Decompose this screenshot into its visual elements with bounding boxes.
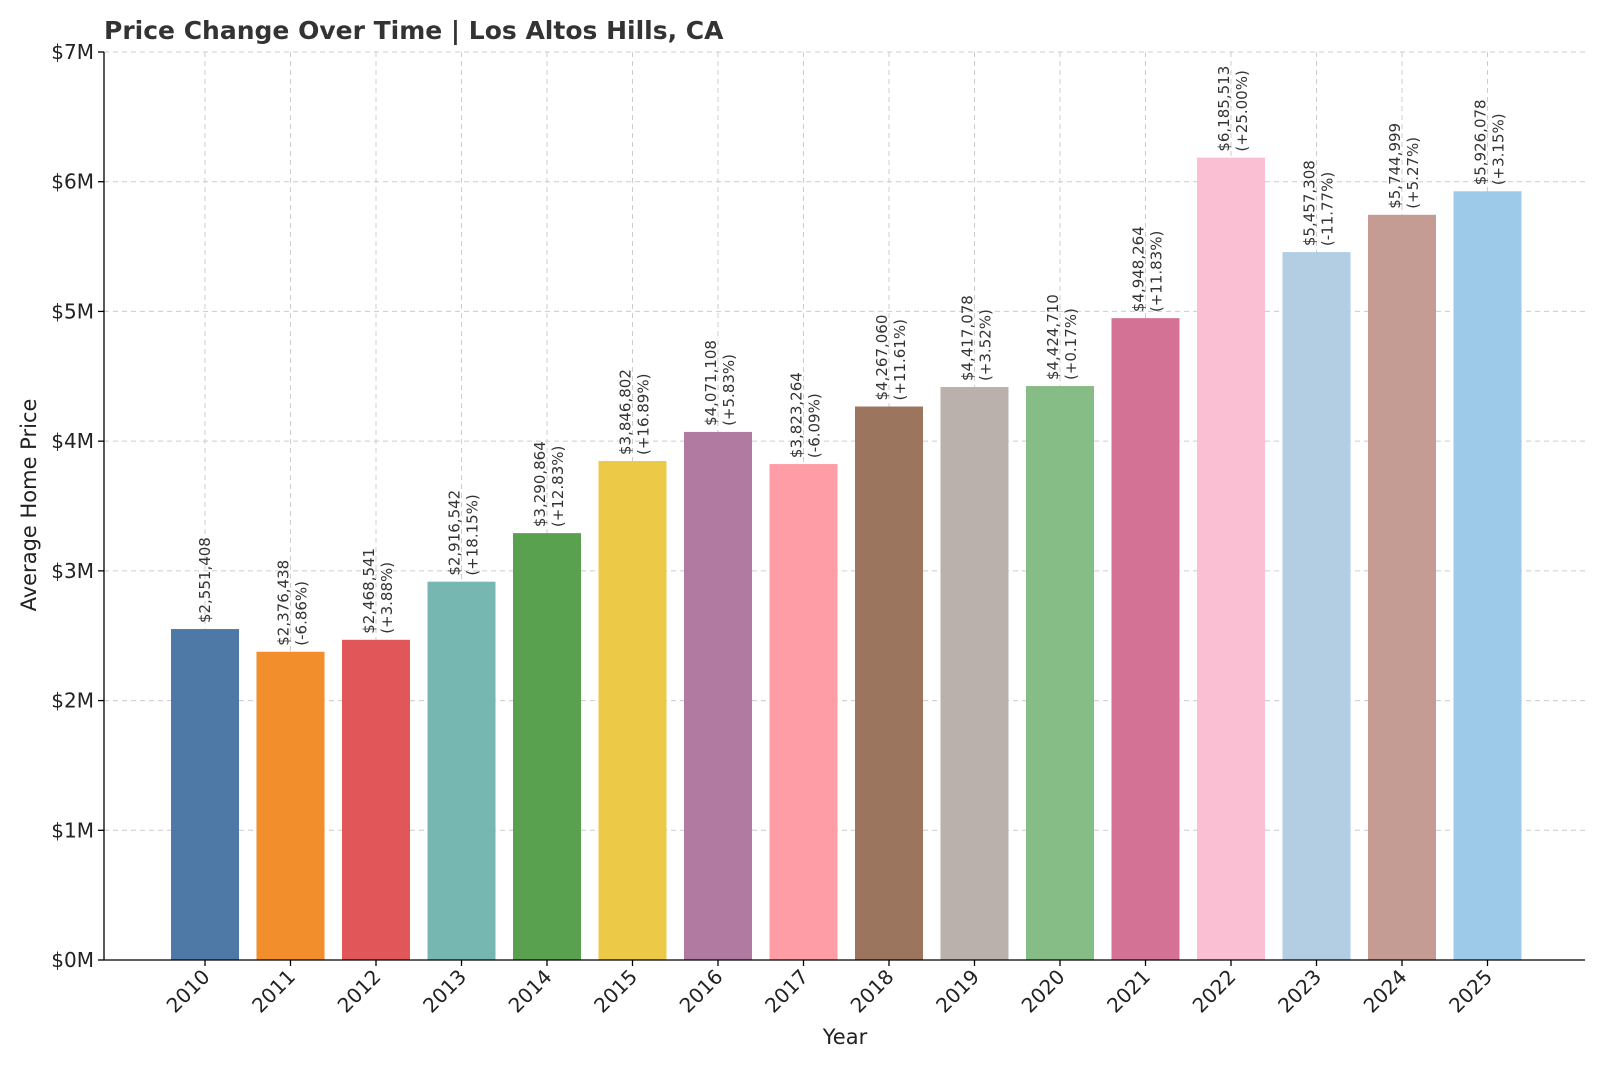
bar-value-label: $3,846,802 (617, 369, 635, 455)
bar-change-label: (+11.61%) (891, 319, 909, 400)
bar-change-label: (-6.86%) (293, 581, 311, 646)
x-tick-label: 2019 (931, 965, 984, 1018)
bar-change-label: (+3.52%) (977, 309, 995, 381)
y-tick-label: $3M (51, 559, 94, 583)
x-tick-label: 2021 (1102, 965, 1155, 1018)
bar-change-label: (+3.15%) (1490, 113, 1508, 185)
bar-2016 (684, 431, 752, 960)
bar-2023 (1282, 252, 1351, 960)
bar-value-label: $5,744,999 (1386, 123, 1404, 209)
bar-label-group: $2,916,542 (+18.15%) (446, 490, 482, 576)
bar-2010 (171, 629, 239, 960)
bar-change-label: (+16.89%) (635, 374, 653, 455)
bar-2020 (1026, 386, 1094, 961)
y-tick-label: $7M (51, 40, 94, 64)
bar-label-group: $2,551,408 (196, 537, 214, 623)
bar-2021 (1111, 318, 1180, 960)
x-tick-label: 2025 (1444, 965, 1497, 1018)
y-tick-label: $6M (51, 170, 94, 194)
bar-change-label: (+18.15%) (464, 494, 482, 575)
bar-2013 (427, 581, 496, 960)
gridlines (104, 51, 1585, 961)
y-tick-label: $2M (51, 689, 94, 713)
y-tick-label: $0M (51, 948, 94, 972)
bar-label-group: $4,948,264 (+11.83%) (1130, 226, 1166, 312)
bar-value-label: $4,424,710 (1044, 294, 1062, 380)
bar-value-label: $4,071,108 (702, 340, 720, 426)
y-tick-label: $5M (51, 299, 94, 323)
y-tick-label: $4M (51, 429, 94, 453)
x-tick-label: 2024 (1359, 965, 1412, 1018)
bar-change-label: (+3.88%) (378, 562, 396, 634)
data-labels: $2,551,408 $2,376,438 (-6.86%) $2,468,541 (+… (196, 66, 1508, 646)
x-tick-label: 2015 (589, 965, 642, 1018)
bar-label-group: $3,823,264 (-6.09%) (788, 372, 824, 458)
bar-value-label: $2,551,408 (196, 537, 214, 623)
bar-label-group: $4,417,078 (+3.52%) (959, 295, 995, 381)
bar-2022 (1197, 157, 1265, 960)
bar-2025 (1453, 191, 1522, 960)
bar-value-label: $4,267,060 (873, 315, 891, 401)
y-axis-label: Average Home Price (17, 399, 41, 612)
bar-2014 (513, 533, 581, 960)
bar-2018 (855, 406, 923, 961)
bar-change-label: (-6.09%) (806, 393, 824, 458)
bar-label-group: $6,185,513 (+25.00%) (1215, 66, 1251, 152)
bar-value-label: $4,948,264 (1130, 226, 1148, 312)
bar-label-group: $5,457,308 (-11.77%) (1301, 160, 1337, 246)
bar-value-label: $6,185,513 (1215, 66, 1233, 152)
chart-title: Price Change Over Time | Los Altos Hills… (104, 16, 724, 45)
x-tick-label: 2010 (162, 965, 215, 1018)
x-tick-label: 2022 (1188, 965, 1241, 1018)
bar-change-label: (+12.83%) (549, 446, 567, 527)
bar-value-label: $5,457,308 (1301, 160, 1319, 246)
bar-value-label: $3,823,264 (788, 372, 806, 458)
y-tick-label: $1M (51, 818, 94, 842)
bar-value-label: $2,916,542 (446, 490, 464, 576)
x-tick-label: 2012 (333, 965, 386, 1018)
bar-change-label: (+25.00%) (1233, 70, 1251, 151)
bar-label-group: $5,744,999 (+5.27%) (1386, 123, 1422, 209)
bar-label-group: $2,468,541 (+3.88%) (360, 548, 396, 634)
x-tick-label: 2016 (675, 965, 728, 1018)
x-tick-label: 2014 (504, 965, 557, 1018)
bar-change-label: (+11.83%) (1148, 231, 1166, 312)
bar-value-label: $3,290,864 (531, 441, 549, 527)
bar-2015 (598, 461, 667, 960)
bar-value-label: $2,376,438 (275, 560, 293, 646)
bar-2012 (342, 639, 410, 960)
bar-value-label: $4,417,078 (959, 295, 977, 381)
x-tick-label: 2020 (1017, 965, 1070, 1018)
bar-label-group: $3,290,864 (+12.83%) (531, 441, 567, 527)
bar-change-label: (+5.83%) (720, 354, 738, 426)
x-tick-label: 2013 (418, 965, 471, 1018)
x-tick-label: 2011 (247, 965, 300, 1018)
bar-label-group: $3,846,802 (+16.89%) (617, 369, 653, 455)
x-axis-label: Year (822, 1025, 868, 1049)
bar-2011 (256, 651, 325, 960)
bar-label-group: $4,424,710 (+0.17%) (1044, 294, 1080, 380)
x-tick-label: 2017 (760, 965, 813, 1018)
bar-2019 (940, 387, 1009, 960)
bars (171, 157, 1522, 961)
bar-change-label: (+5.27%) (1404, 137, 1422, 209)
x-tick-label: 2023 (1273, 965, 1326, 1018)
bar-change-label: (-11.77%) (1319, 172, 1337, 246)
bar-2024 (1368, 214, 1436, 960)
bar-label-group: $2,376,438 (-6.86%) (275, 560, 311, 646)
bar-2017 (769, 464, 838, 960)
bar-label-group: $4,071,108 (+5.83%) (702, 340, 738, 426)
bar-label-group: $5,926,078 (+3.15%) (1472, 99, 1508, 185)
bar-value-label: $2,468,541 (360, 548, 378, 634)
bar-value-label: $5,926,078 (1472, 99, 1490, 185)
bar-label-group: $4,267,060 (+11.61%) (873, 315, 909, 401)
bar-change-label: (+0.17%) (1062, 308, 1080, 380)
x-tick-label: 2018 (846, 965, 899, 1018)
